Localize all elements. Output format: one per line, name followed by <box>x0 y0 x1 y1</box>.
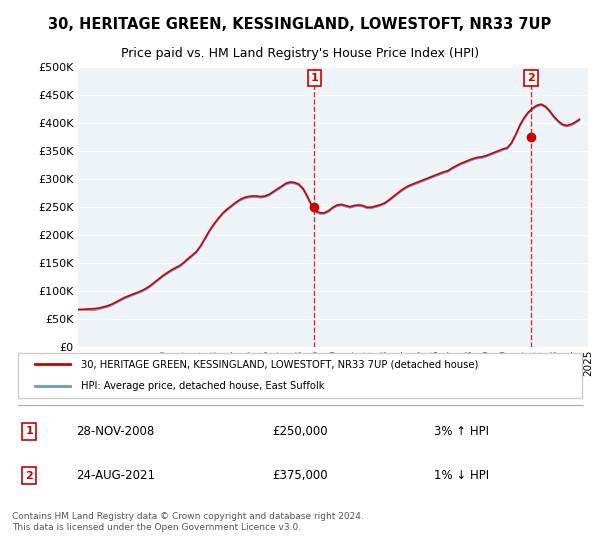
Text: 1: 1 <box>310 73 318 83</box>
Text: Contains HM Land Registry data © Crown copyright and database right 2024.
This d: Contains HM Land Registry data © Crown c… <box>12 512 364 532</box>
Text: 1% ↓ HPI: 1% ↓ HPI <box>434 469 489 482</box>
Text: £250,000: £250,000 <box>272 425 328 438</box>
Text: 30, HERITAGE GREEN, KESSINGLAND, LOWESTOFT, NR33 7UP (detached house): 30, HERITAGE GREEN, KESSINGLAND, LOWESTO… <box>81 359 478 369</box>
Text: 28-NOV-2008: 28-NOV-2008 <box>77 425 155 438</box>
Text: 30, HERITAGE GREEN, KESSINGLAND, LOWESTOFT, NR33 7UP: 30, HERITAGE GREEN, KESSINGLAND, LOWESTO… <box>49 17 551 32</box>
Text: 2: 2 <box>527 73 535 83</box>
Text: 3% ↑ HPI: 3% ↑ HPI <box>434 425 489 438</box>
Text: £375,000: £375,000 <box>272 469 328 482</box>
Text: 2: 2 <box>25 471 33 481</box>
Text: 1: 1 <box>25 426 33 436</box>
Text: Price paid vs. HM Land Registry's House Price Index (HPI): Price paid vs. HM Land Registry's House … <box>121 47 479 60</box>
Text: 24-AUG-2021: 24-AUG-2021 <box>76 469 155 482</box>
Text: HPI: Average price, detached house, East Suffolk: HPI: Average price, detached house, East… <box>81 381 325 391</box>
FancyBboxPatch shape <box>18 353 582 398</box>
